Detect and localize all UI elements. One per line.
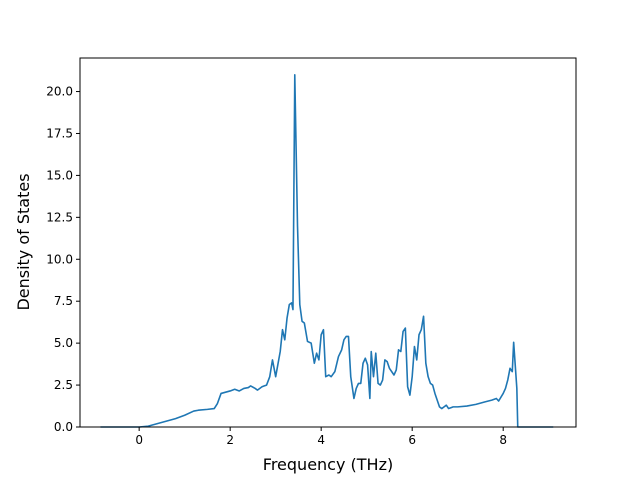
y-tick-label: 20.0 [46, 85, 73, 99]
x-tick-label: 6 [408, 433, 416, 447]
y-tick-label: 2.5 [54, 378, 73, 392]
plot-content [100, 73, 554, 428]
y-tick-label: 17.5 [46, 126, 73, 140]
x-tick-label: 8 [499, 433, 507, 447]
x-axis-label: Frequency (THz) [263, 455, 393, 474]
plot-frame [79, 57, 577, 428]
x-axis: 0 2 4 6 8 [135, 427, 507, 447]
y-tick-label: 15.0 [46, 168, 73, 182]
y-tick-label: 7.5 [54, 294, 73, 308]
y-tick-label: 12.5 [46, 210, 73, 224]
x-tick-label: 0 [135, 433, 143, 447]
series-line-0 [100, 73, 554, 428]
y-tick-label: 10.0 [46, 252, 73, 266]
x-tick-label: 2 [226, 433, 234, 447]
x-tick-label: 4 [317, 433, 325, 447]
y-tick-label: 5.0 [54, 336, 73, 350]
y-axis-label: Density of States [14, 173, 33, 310]
y-tick-label: 0.0 [54, 420, 73, 434]
y-axis: 0.0 2.5 5.0 7.5 10.0 12.5 15.0 17.5 20.0 [46, 85, 80, 434]
